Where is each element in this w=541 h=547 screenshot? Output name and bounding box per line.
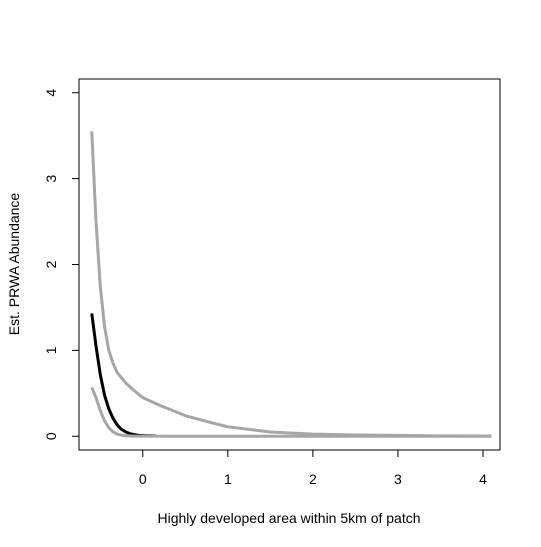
plot-frame — [78, 78, 501, 451]
y-axis: 0 1 2 3 4 — [43, 89, 80, 440]
y-tick-label: 2 — [43, 260, 59, 268]
y-tick-label: 0 — [43, 432, 59, 440]
y-tick-label: 4 — [43, 89, 59, 97]
y-tick-label: 1 — [43, 346, 59, 354]
x-tick-label: 0 — [139, 471, 147, 487]
series-line-upper-bound — [90, 131, 492, 438]
series-line-lower-bound — [90, 386, 492, 438]
x-tick-label: 4 — [479, 471, 487, 487]
x-axis-title: Highly developed area within 5km of patc… — [157, 510, 420, 526]
x-axis: 0 1 2 3 4 — [139, 449, 487, 487]
x-tick-label: 1 — [224, 471, 232, 487]
y-axis-title: Est. PRWA Abundance — [6, 193, 22, 336]
x-tick-label: 2 — [309, 471, 317, 487]
series-layer — [90, 131, 492, 438]
x-tick-label: 3 — [394, 471, 402, 487]
series-line-estimate — [90, 313, 156, 438]
y-tick-label: 3 — [43, 175, 59, 183]
